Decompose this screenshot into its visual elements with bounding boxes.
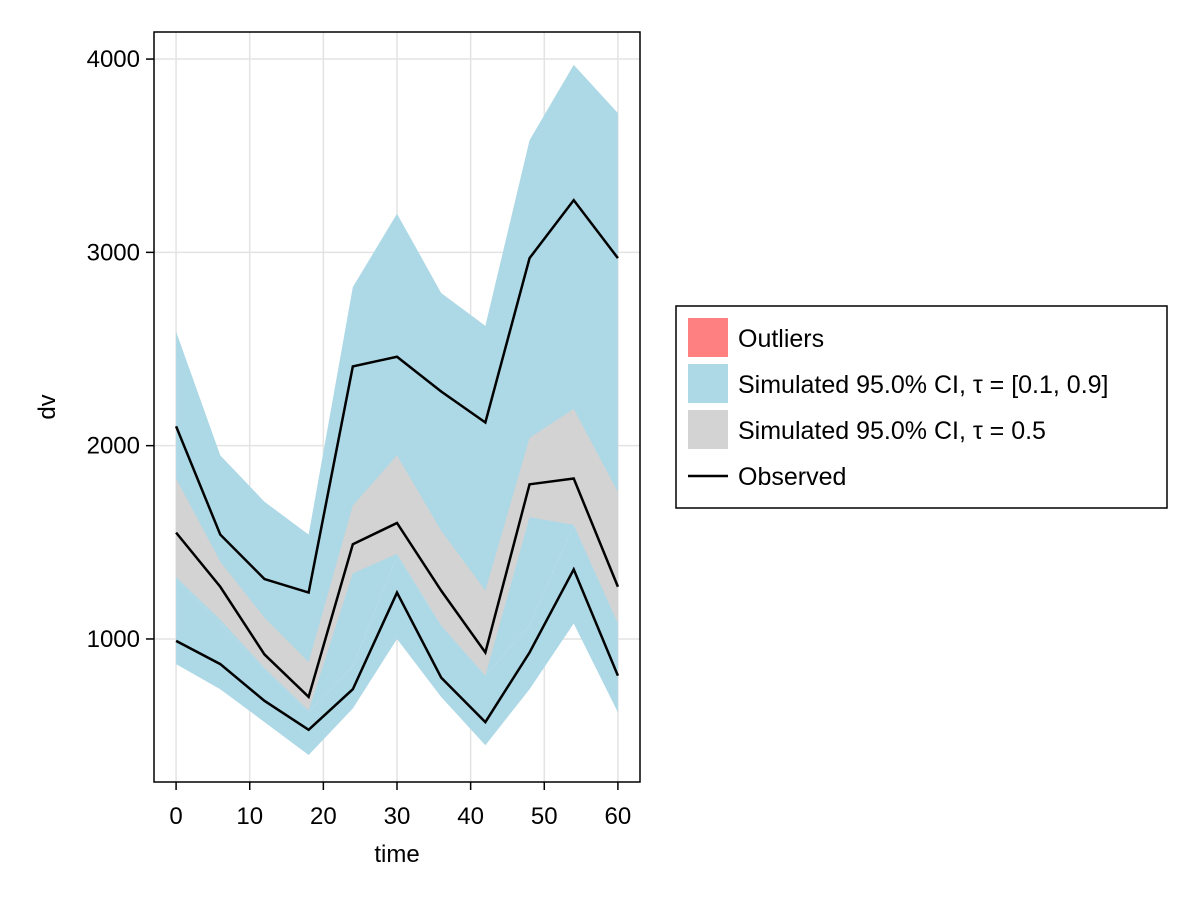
observed-line-0 <box>174 198 619 595</box>
x-tick-label: 10 <box>236 803 263 830</box>
x-tick-label: 20 <box>310 803 337 830</box>
x-axis-title: time <box>374 841 419 868</box>
observed-lines <box>174 198 620 732</box>
legend-swatch-outliers <box>688 318 728 357</box>
axis-ticks: 0 10 20 30 40 50 60 1000 2000 3000 4000 <box>87 46 632 830</box>
x-tick-label: 50 <box>531 803 558 830</box>
legend-frame <box>675 305 1168 509</box>
y-tick-label: 1000 <box>87 626 140 653</box>
y-axis-title: dv <box>34 394 61 419</box>
legend-label-outliers: Outliers <box>738 325 824 353</box>
legend-swatch-ci-median <box>688 410 728 449</box>
x-tick-label: 30 <box>384 803 411 830</box>
y-tick-label: 2000 <box>87 433 140 460</box>
x-tick-label: 40 <box>457 803 484 830</box>
legend-label-observed: Observed <box>738 463 846 491</box>
legend-label-ci-median: Simulated 95.0% CI, τ = 0.5 <box>738 417 1046 445</box>
legend: Outliers Simulated 95.0% CI, τ = [0.1, 0… <box>675 305 1168 509</box>
band-ci-median <box>176 408 618 711</box>
legend-label-ci-outer: Simulated 95.0% CI, τ = [0.1, 0.9] <box>738 371 1109 399</box>
legend-swatch-ci-outer <box>688 364 728 403</box>
plot-area: 0 10 20 30 40 50 60 1000 2000 3000 4000 <box>87 31 641 830</box>
x-tick-label: 60 <box>605 803 632 830</box>
band-ci-outer <box>176 524 618 755</box>
observed-line-2 <box>175 566 620 732</box>
y-tick-label: 3000 <box>87 239 140 266</box>
x-tick-label: 0 <box>169 803 182 830</box>
y-tick-label: 4000 <box>87 46 140 73</box>
observed-line-1 <box>175 477 620 700</box>
confidence-bands <box>176 64 618 755</box>
